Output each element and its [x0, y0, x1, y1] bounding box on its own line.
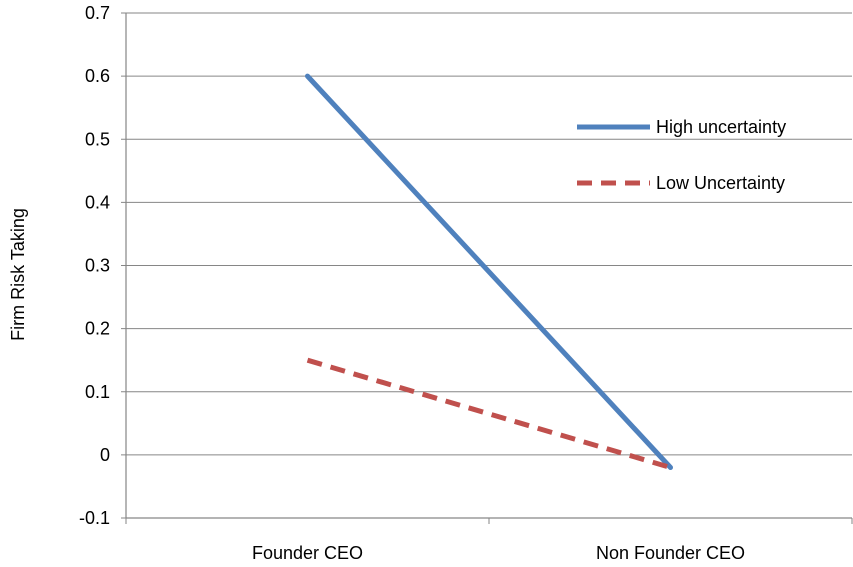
- y-tick-label: 0.1: [85, 382, 110, 402]
- series-line-low-uncertainty: [306, 357, 672, 470]
- y-tick-label: 0.7: [85, 3, 110, 23]
- series-lines: [305, 73, 673, 470]
- y-tick-label: 0.6: [85, 66, 110, 86]
- y-tick-label: -0.1: [79, 508, 110, 528]
- gridlines: [121, 12, 852, 519]
- y-tick-label: 0.2: [85, 319, 110, 339]
- x-tick-label: Founder CEO: [252, 543, 363, 563]
- legend-label: Low Uncertainty: [656, 173, 785, 193]
- y-tick-label: 0.4: [85, 192, 110, 212]
- x-tick-labels: Founder CEO Non Founder CEO: [125, 518, 853, 563]
- legend-label: High uncertainty: [656, 117, 786, 137]
- y-axis-title: Firm Risk Taking: [8, 208, 28, 341]
- y-tick-label: 0.5: [85, 129, 110, 149]
- series-line-high-uncertainty: [305, 73, 673, 470]
- x-tick-label: Non Founder CEO: [596, 543, 745, 563]
- legend: High uncertainty Low Uncertainty: [577, 117, 786, 193]
- y-tick-label: 0.3: [85, 256, 110, 276]
- y-tick-labels: -0.1 0 0.1 0.2 0.3 0.4 0.5 0.6 0.7: [79, 3, 110, 528]
- y-tick-label: 0: [100, 445, 110, 465]
